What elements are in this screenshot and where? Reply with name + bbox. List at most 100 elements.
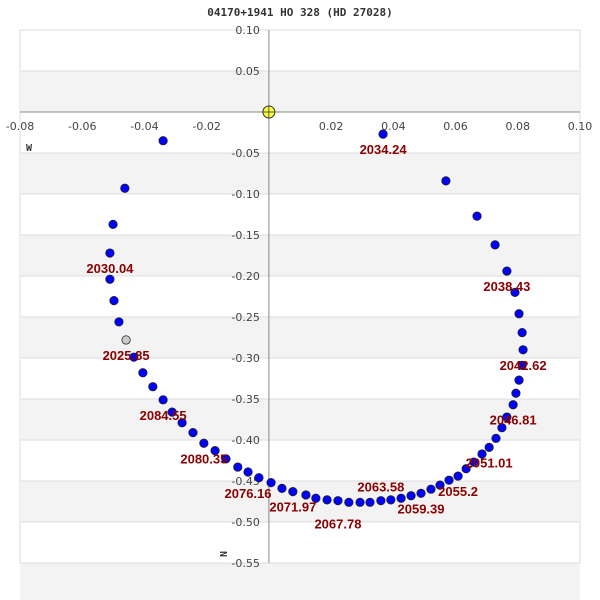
orbit-point: [138, 368, 148, 378]
epoch-label: 2067.78: [314, 517, 361, 532]
orbit-point: [266, 478, 276, 488]
orbit-point: [355, 497, 365, 507]
grid-band: [20, 71, 580, 112]
grid-band: [20, 481, 580, 522]
grid-band: [20, 563, 580, 600]
y-tick-label: -0.25: [231, 311, 259, 324]
orbit-point: [517, 327, 527, 338]
orbit-point: [311, 493, 321, 503]
x-tick-label: -0.06: [68, 120, 96, 133]
orbit-point: [322, 495, 332, 505]
chart-title: 04170+1941 HO 328 (HD 27028): [207, 6, 393, 19]
orbit-point: [199, 438, 209, 448]
orbit-point: [497, 423, 507, 433]
orbit-point: [365, 497, 375, 507]
x-tick-label: -0.02: [192, 120, 220, 133]
orbit-point: [502, 412, 512, 422]
x-tick-label: 0.08: [506, 120, 531, 133]
y-tick-label: -0.30: [231, 352, 259, 365]
orbit-point: [508, 400, 518, 410]
epoch-label: 2084.55: [140, 408, 187, 423]
orbit-point: [221, 454, 231, 464]
grid-band: [20, 317, 580, 358]
x-tick-label: 0.06: [443, 120, 468, 133]
orbit-point: [376, 496, 386, 506]
north-label: N: [219, 551, 230, 557]
orbit-point: [301, 490, 311, 500]
x-tick-label: 0.04: [381, 120, 406, 133]
grid-band: [20, 399, 580, 440]
orbit-point: [158, 395, 168, 405]
orbit-point: [188, 428, 198, 438]
orbit-point: [148, 382, 158, 392]
y-tick-label: -0.10: [231, 188, 259, 201]
west-label: W: [26, 143, 33, 154]
y-tick-label: 0.10: [235, 24, 260, 37]
epoch-label: 2046.81: [490, 413, 537, 428]
orbit-point: [158, 136, 168, 146]
orbit-point: [396, 493, 406, 503]
orbit-point: [514, 375, 524, 385]
orbit-point: [108, 219, 118, 229]
orbit-point: [177, 418, 187, 428]
orbit-point: [254, 473, 264, 483]
orbit-point: [435, 480, 445, 490]
x-tick-label: -0.04: [130, 120, 158, 133]
current-position-point: [121, 335, 131, 345]
grid-band: [20, 153, 580, 194]
epoch-label: 2063.58: [357, 480, 404, 495]
orbit-point: [233, 462, 243, 472]
orbit-point: [453, 471, 463, 481]
epoch-label: 2055.2: [438, 484, 478, 499]
epoch-label: 2042.62: [500, 358, 547, 373]
y-tick-label: -0.15: [231, 229, 259, 242]
orbit-point: [333, 496, 343, 506]
orbit-point: [114, 317, 124, 327]
epoch-label: 2059.39: [398, 501, 445, 516]
orbit-point: [129, 352, 139, 362]
orbit-point: [469, 457, 479, 467]
epoch-label: 2080.35: [180, 451, 227, 466]
y-tick-label: -0.35: [231, 393, 259, 406]
orbit-point: [416, 488, 426, 498]
x-tick-label: 0.02: [319, 120, 344, 133]
orbit-point: [426, 484, 436, 494]
orbit-point: [461, 464, 471, 474]
y-tick-label: -0.50: [231, 516, 259, 529]
y-tick-label: -0.05: [231, 147, 259, 160]
epoch-label: 2034.24: [360, 142, 408, 157]
orbit-point: [243, 467, 253, 477]
orbit-point: [386, 495, 396, 505]
orbit-point: [444, 475, 454, 485]
orbit-point: [484, 442, 494, 452]
orbit-point: [441, 176, 451, 186]
orbit-point: [511, 388, 521, 398]
epoch-label: 2025.85: [103, 348, 150, 363]
orbit-point: [109, 295, 119, 306]
orbit-point: [288, 487, 298, 497]
orbit-point: [406, 491, 416, 501]
orbit-point: [514, 309, 524, 319]
y-tick-label: -0.20: [231, 270, 259, 283]
orbit-point: [517, 360, 527, 370]
orbit-point: [502, 266, 512, 276]
orbit-point: [510, 287, 520, 297]
y-tick-label: -0.45: [231, 475, 259, 488]
orbit-point: [472, 211, 482, 221]
orbit-point: [167, 407, 177, 417]
orbit-point: [210, 446, 220, 456]
epoch-label: 2071.97: [269, 500, 316, 515]
orbit-point: [344, 497, 354, 507]
epoch-label: 2051.01: [466, 455, 513, 470]
orbit-point: [490, 240, 500, 250]
orbit-point: [491, 433, 501, 443]
epoch-label: 2076.16: [225, 486, 272, 501]
x-tick-label: -0.08: [6, 120, 34, 133]
orbit-point: [277, 483, 287, 493]
y-tick-label: -0.40: [231, 434, 259, 447]
orbit-point: [378, 129, 388, 139]
epoch-label: 2030.04: [86, 261, 134, 276]
orbit-point: [518, 345, 528, 355]
y-tick-label: -0.55: [231, 557, 259, 570]
